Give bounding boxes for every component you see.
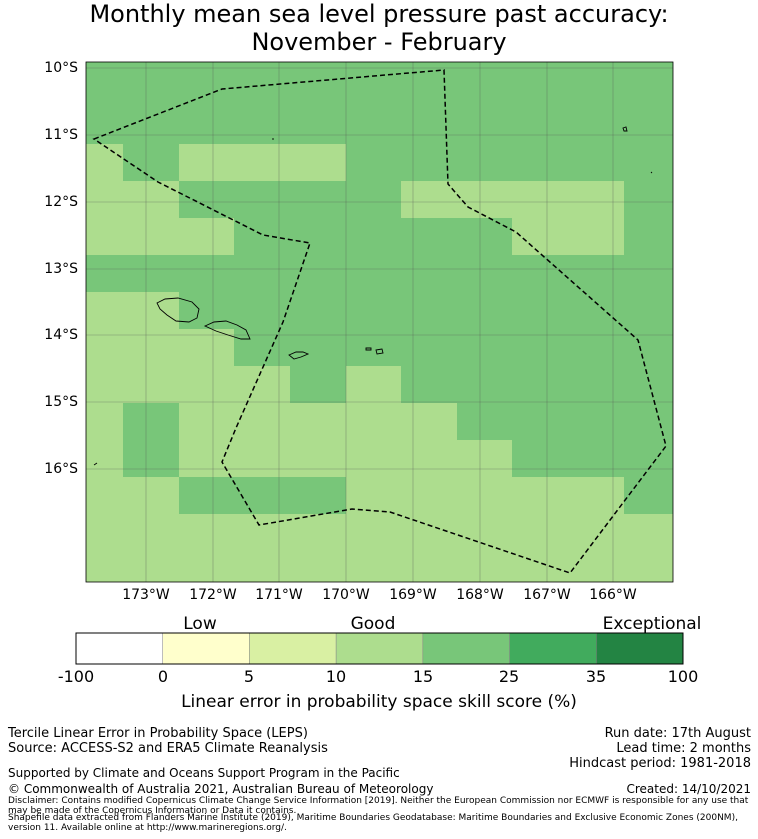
skill-cell [346,477,624,514]
footer-run-date: Run date: 17th August [604,726,751,741]
skill-cell [86,477,179,514]
colorbar-tick: 25 [498,667,520,686]
lat-label: 14°S [44,327,78,343]
colorbar-swatch [422,632,510,665]
colorbar-swatches [75,632,684,665]
colorbar-swatch [596,632,684,665]
colorbar-category-exceptional: Exceptional [602,614,702,634]
footer-copyright: © Commonwealth of Australia 2021, Austra… [8,782,434,796]
lat-label: 16°S [44,461,78,477]
map-panel: 10°S 11°S 12°S 13°S 14°S 15°S 16°S 173°W… [44,60,674,603]
lat-label: 12°S [44,194,78,210]
footer-disclaimer: Disclaimer: Contains modified Copernicus… [8,796,749,816]
skill-cell [179,329,234,403]
skill-cell [179,440,512,477]
skill-cell [179,218,234,255]
lon-label: 168°W [456,587,504,603]
colorbar-swatch [335,632,424,665]
colorbar-title: Linear error in probability space skill … [181,692,577,712]
footer-created: Created: 14/10/2021 [626,782,751,796]
colorbar-tick: 10 [325,667,347,686]
skill-cell [86,181,179,255]
lon-label: 166°W [589,587,637,603]
island-small-3 [650,171,653,174]
skill-cell [86,440,123,477]
title-line-2: November - February [251,28,507,56]
eez-boundary [92,69,667,574]
lon-label: 172°W [189,587,237,603]
skill-cell [86,403,123,440]
colorbar-tick: 15 [412,667,434,686]
islands [93,126,653,466]
skill-cell [234,366,290,403]
lon-label: 167°W [523,587,571,603]
footer-lead-time: Lead time: 2 months [616,741,751,756]
skill-cell [179,403,457,440]
island-upolu [203,320,251,340]
title-line-1: Monthly mean sea level pressure past acc… [89,0,669,28]
lat-label: 13°S [44,261,78,277]
colorbar-tick: -100 [57,667,95,686]
lat-label: 10°S [44,60,78,76]
lon-label: 171°W [255,587,303,603]
footer-supported: Supported by Climate and Oceans Support … [8,766,400,780]
footer-leps: Tercile Linear Error in Probability Spac… [8,726,308,741]
colorbar-category-low: Low [183,614,217,634]
colorbar-tick: 100 [667,667,699,686]
footer-shapefile: Shapefile data extracted from Flanders M… [8,813,738,833]
skill-cell [179,144,346,181]
skill-cells [86,62,673,582]
skill-cell [86,514,673,582]
footer-hindcast: Hindcast period: 1981-2018 [569,756,751,771]
island-tau [375,348,384,355]
colorbar-swatch [509,632,597,665]
lat-label: 11°S [44,127,78,143]
lon-label: 170°W [322,587,370,603]
skill-cell [346,366,401,403]
map-svg [85,61,674,583]
lon-label: 173°W [122,587,170,603]
colorbar-tick: 0 [157,667,169,686]
colorbar-swatch [162,632,250,665]
skill-cell [86,144,123,181]
skill-cell [401,181,624,218]
colorbar-category-good: Good [350,614,396,634]
footer-source: Source: ACCESS-S2 and ERA5 Climate Reana… [8,741,328,756]
colorbar-swatch [249,632,337,665]
skill-cell [512,218,624,255]
island-swains [622,126,628,132]
colorbar-svg [75,632,684,665]
chart-title: Monthly mean sea level pressure past acc… [0,0,758,56]
colorbar-tick: 35 [585,667,607,686]
skill-cell [86,292,179,403]
colorbar-tick: 5 [243,667,255,686]
island-small-2 [93,462,98,466]
island-ofu [365,347,372,351]
island-tutuila [288,351,310,360]
island-savaii [156,297,200,323]
map-frame [85,61,674,583]
colorbar-swatch [75,632,163,665]
lon-label: 169°W [389,587,437,603]
lat-label: 15°S [44,394,78,410]
